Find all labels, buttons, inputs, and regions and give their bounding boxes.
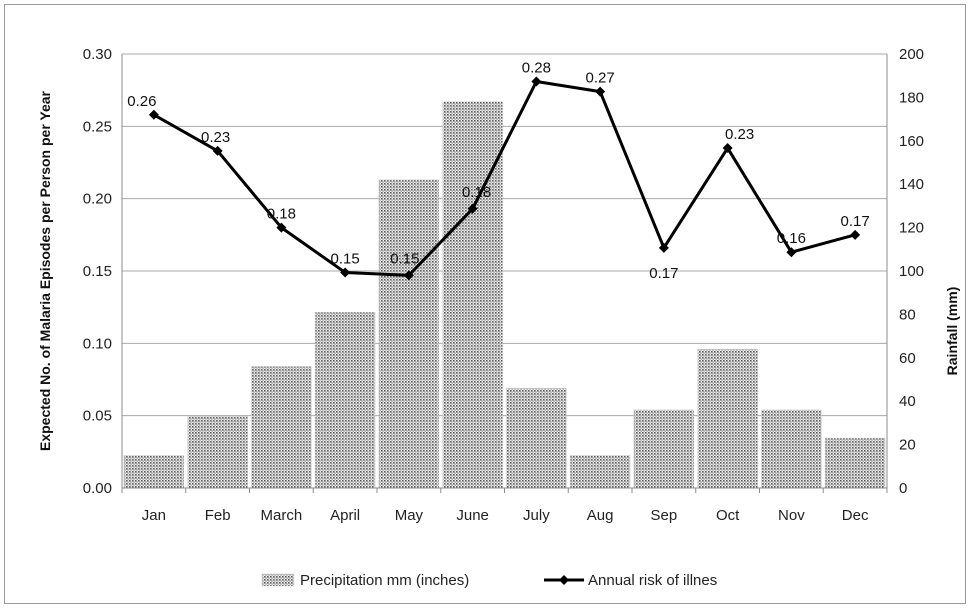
x-tick-label: Feb [205, 507, 231, 524]
y2-tick-label: 100 [899, 263, 924, 280]
risk-line-point [340, 267, 351, 278]
y2-tick-label: 20 [899, 437, 916, 454]
y2-tick-label: 40 [899, 393, 916, 410]
risk-data-label: 0.27 [586, 70, 615, 87]
legend-bar-label: Precipitation mm (inches) [300, 572, 469, 589]
precipitation-bar [697, 348, 758, 489]
x-tick-label: April [330, 507, 360, 524]
data-labels: 0.26 0.23 0.18 0.15 0.15 0.18 0.28 0.27 0.17 0.23… [127, 59, 869, 281]
risk-data-label: 0.23 [725, 126, 754, 143]
risk-line-point [148, 109, 159, 120]
risk-line-point [467, 203, 478, 214]
risk-line-point [850, 229, 861, 240]
x-tick-label: March [261, 507, 303, 524]
y2-tick-label: 140 [899, 176, 924, 193]
risk-line-point [531, 76, 542, 87]
axes: 0.00 0.05 0.10 0.15 0.20 0.25 0.30 0 20 40 60 80 100… [83, 46, 924, 524]
y2-tick-label: 80 [899, 306, 916, 323]
x-tick-label: Aug [587, 507, 614, 524]
risk-data-label: 0.28 [522, 59, 551, 76]
risk-data-label: 0.15 [390, 250, 419, 267]
risk-line-point [276, 222, 287, 233]
x-tick-label: June [456, 507, 489, 524]
risk-data-label: 0.18 [462, 184, 491, 201]
risk-data-label: 0.18 [267, 206, 296, 223]
risk-line [148, 76, 861, 281]
y2-tick-label: 60 [899, 350, 916, 367]
risk-line-point [722, 143, 733, 154]
y2-tick-label: 160 [899, 133, 924, 150]
risk-line-point [658, 242, 669, 253]
precipitation-bar [378, 179, 440, 489]
precipitation-bar [761, 409, 822, 489]
y-tick-label: 0.20 [83, 191, 112, 208]
precipitation-bar [187, 416, 248, 489]
y2-tick-label: 180 [899, 89, 924, 106]
legend: Precipitation mm (inches) Annual risk of … [261, 572, 717, 589]
risk-line-point [595, 86, 606, 97]
legend-line-marker [559, 575, 569, 585]
legend-line-label: Annual risk of illnes [588, 572, 717, 589]
risk-line-point [212, 145, 223, 156]
y-tick-label: 0.30 [83, 46, 112, 63]
y2-axis-title: Rainfall (mm) [944, 287, 960, 376]
precipitation-bar [251, 366, 312, 489]
x-tick-label: July [523, 507, 550, 524]
y-tick-label: 0.15 [83, 263, 112, 280]
y-tick-label: 0.00 [83, 480, 112, 497]
risk-data-label: 0.26 [127, 93, 156, 110]
x-tick-label: Oct [716, 507, 740, 524]
precipitation-bar [633, 409, 695, 489]
legend-bar-swatch [261, 573, 295, 587]
risk-line-point [403, 270, 414, 281]
x-tick-label: May [395, 507, 424, 524]
risk-data-label: 0.16 [777, 230, 806, 247]
risk-line-path [153, 79, 856, 277]
x-tick-label: Dec [842, 507, 869, 524]
precipitation-bar [569, 455, 631, 489]
y-tick-label: 0.10 [83, 335, 112, 352]
precipitation-bar [314, 311, 376, 489]
precipitation-bars [123, 101, 886, 489]
risk-line-point [786, 247, 797, 258]
x-tick-label: Sep [651, 507, 678, 524]
precipitation-bar [506, 387, 567, 489]
y2-tick-label: 0 [899, 480, 907, 497]
risk-data-label: 0.17 [841, 213, 870, 230]
y-tick-label: 0.25 [83, 118, 112, 135]
y-tick-label: 0.05 [83, 408, 112, 425]
risk-data-label: 0.23 [201, 129, 230, 146]
y2-tick-label: 120 [899, 220, 924, 237]
risk-data-label: 0.15 [331, 250, 360, 267]
x-tick-label: Nov [778, 507, 805, 524]
precipitation-bar [442, 101, 503, 489]
risk-data-label: 0.17 [649, 265, 678, 282]
precipitation-bar [123, 455, 185, 489]
x-tick-label: Jan [142, 507, 166, 524]
precipitation-bar [824, 437, 886, 489]
y-axis-title: Expected No. of Malaria Episodes per Per… [37, 90, 53, 451]
y2-tick-label: 200 [899, 46, 924, 63]
gridlines [122, 53, 887, 417]
